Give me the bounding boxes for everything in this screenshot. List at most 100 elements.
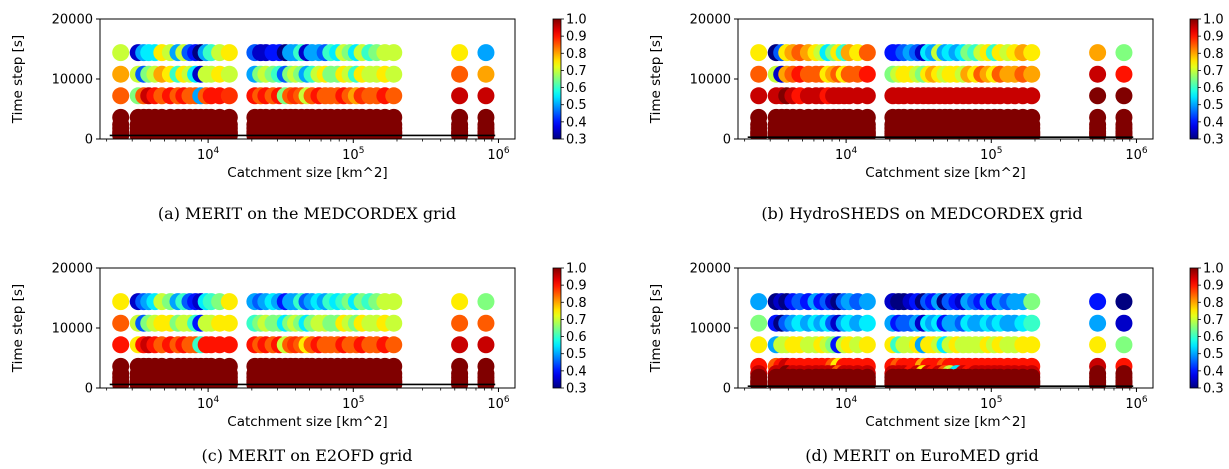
x-tick-label: 105	[980, 395, 1002, 412]
colorbar-tick-label: 0.7	[1203, 313, 1224, 328]
y-axis-label: Time step [s]	[648, 35, 664, 124]
scatter-point	[112, 336, 130, 354]
scatter-point	[477, 87, 495, 105]
y-tick-label: 0	[723, 382, 731, 397]
colorbar-tick-label: 0.5	[1203, 98, 1224, 113]
x-tick-label: 104	[197, 395, 220, 412]
scatter-point	[858, 87, 876, 105]
scatter-point	[451, 336, 469, 354]
scatter-point	[1089, 375, 1107, 388]
colorbar-tick-label: 0.6	[566, 330, 587, 345]
scatter-point	[477, 336, 495, 354]
scatter-point	[1089, 293, 1107, 311]
scatter-point	[1089, 44, 1107, 62]
scatter-point	[1115, 293, 1133, 311]
scatter-point	[112, 87, 130, 105]
scatter-point	[750, 126, 768, 139]
scatter-point	[220, 87, 238, 105]
y-tick-label: 10000	[52, 73, 93, 88]
scatter-point	[1089, 336, 1107, 354]
scatter-point	[750, 44, 768, 62]
scatter-point	[1089, 87, 1107, 105]
scatter-point	[220, 44, 238, 62]
colorbar-tick-label: 0.3	[1203, 382, 1224, 397]
scatter-point	[112, 314, 130, 332]
scatter-point	[858, 44, 876, 62]
colorbar-tick-label: 0.5	[1203, 347, 1224, 362]
scatter-point	[750, 87, 768, 105]
scatter-point	[451, 314, 469, 332]
x-tick-label: 105	[342, 146, 364, 163]
colorbar-tick-label: 0.4	[566, 364, 587, 379]
x-axis-label: Catchment size [km^2]	[865, 165, 1025, 181]
scatter-point	[750, 314, 768, 332]
scatter-point	[477, 44, 495, 62]
scatter-point	[477, 293, 495, 311]
scatter-point	[1023, 314, 1041, 332]
y-tick-label: 10000	[690, 322, 731, 337]
scatter-point	[112, 293, 130, 311]
x-axis-label: Catchment size [km^2]	[865, 414, 1025, 430]
caption-b: (b) HydroSHEDS on MEDCORDEX grid	[761, 204, 1083, 223]
colorbar-tick-label: 0.9	[1203, 30, 1224, 45]
x-tick-label: 104	[835, 146, 858, 163]
scatter-point	[451, 65, 469, 83]
scatter-point	[750, 336, 768, 354]
scatter-point	[1089, 314, 1107, 332]
colorbar-tick-label: 0.8	[1203, 296, 1224, 311]
colorbar-tick-label: 0.7	[1203, 64, 1224, 79]
colorbar-tick-label: 0.3	[566, 382, 587, 397]
scatter-point	[1115, 65, 1133, 83]
scatter-points	[112, 293, 495, 388]
colorbar-tick-label: 0.5	[566, 347, 587, 362]
scatter-point	[220, 293, 238, 311]
x-axis-label: Catchment size [km^2]	[227, 165, 387, 181]
scatter-point	[1115, 314, 1133, 332]
scatter-point	[1023, 336, 1041, 354]
scatter-point	[750, 375, 768, 388]
scatter-point	[1023, 44, 1041, 62]
colorbar-tick-label: 0.5	[566, 98, 587, 113]
chart-panel-2: 0 10000 20000 104 105 106 Catchment size [km^2…	[648, 13, 1224, 182]
scatter-point	[858, 126, 876, 139]
scatter-point	[477, 65, 495, 83]
scatter-point	[1023, 375, 1041, 388]
colorbar-tick-label: 0.6	[1203, 81, 1224, 96]
colorbar-tick-label: 0.7	[566, 313, 587, 328]
scatter-point	[112, 44, 130, 62]
scatter-point	[858, 65, 876, 83]
colorbar-tick-label: 0.8	[566, 47, 587, 62]
scatter-point	[451, 44, 469, 62]
y-tick-label: 10000	[52, 322, 93, 337]
x-tick-label: 106	[487, 146, 510, 163]
colorbar	[552, 267, 562, 389]
colorbar-tick-label: 0.8	[566, 296, 587, 311]
scatter-point	[750, 293, 768, 311]
colorbar-tick-label: 0.8	[1203, 47, 1224, 62]
y-tick-label: 20000	[690, 13, 731, 28]
x-tick-label: 106	[1125, 146, 1148, 163]
scatter-point	[385, 314, 403, 332]
scatter-point	[451, 87, 469, 105]
colorbar-tick-label: 0.4	[1203, 115, 1224, 130]
scatter-point	[220, 314, 238, 332]
scatter-point	[477, 314, 495, 332]
caption-d: (d) MERIT on EuroMED grid	[805, 446, 1039, 465]
scatter-point	[1115, 336, 1133, 354]
colorbar-tick-label: 0.3	[1203, 133, 1224, 148]
scatter-points	[750, 293, 1133, 388]
y-axis-label: Time step [s]	[10, 35, 26, 124]
scatter-point	[750, 65, 768, 83]
colorbar-tick-label: 0.4	[566, 115, 587, 130]
colorbar-tick-label: 0.7	[566, 64, 587, 79]
scatter-point	[1023, 293, 1041, 311]
scatter-point	[385, 65, 403, 83]
x-axis-label: Catchment size [km^2]	[227, 414, 387, 430]
scatter-point	[858, 293, 876, 311]
scatter-point	[858, 336, 876, 354]
scatter-point	[385, 44, 403, 62]
x-tick-label: 105	[342, 395, 364, 412]
colorbar-tick-label: 1.0	[1203, 13, 1224, 28]
scatter-point	[220, 336, 238, 354]
scatter-point	[385, 336, 403, 354]
